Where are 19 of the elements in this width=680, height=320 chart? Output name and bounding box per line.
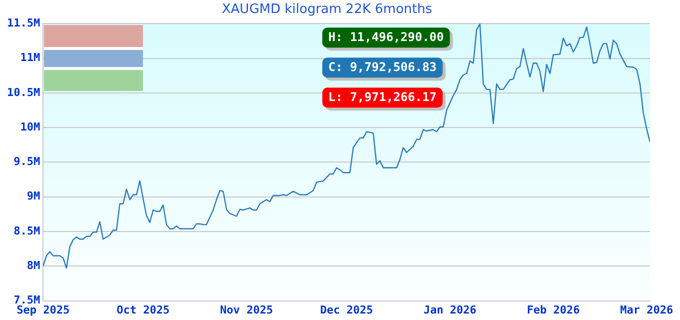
y-tick-label: 11M (20, 51, 40, 64)
x-tick-label: Mar 2026 (620, 303, 674, 316)
y-tick-label: 11.5M (6, 16, 40, 30)
x-tick-label: Dec 2025 (320, 303, 374, 316)
y-tick-label: 8M (26, 259, 40, 272)
x-tick-label: Sep 2025 (16, 303, 70, 316)
x-tick-label: Oct 2025 (116, 303, 170, 316)
x-tick-label: Jan 2026 (423, 303, 477, 316)
x-tick-label: Nov 2025 (220, 303, 274, 316)
y-tick-label: 10.5M (6, 86, 40, 99)
y-tick-label: 9.5M (14, 155, 40, 168)
annotation: L: 7,971,266.17 (328, 90, 437, 104)
y-tick-label: 8.5M (14, 224, 40, 238)
y-tick-label: 9M (26, 190, 40, 203)
annotation: C: 9,792,506.83 (328, 60, 437, 74)
y-tick-label: 10M (20, 120, 40, 134)
x-tick-label: Feb 2026 (526, 303, 580, 316)
annotation: H: 11,496,290.00 (328, 30, 444, 44)
chart-title: XAUGMD kilogram 22K 6months (222, 2, 432, 18)
